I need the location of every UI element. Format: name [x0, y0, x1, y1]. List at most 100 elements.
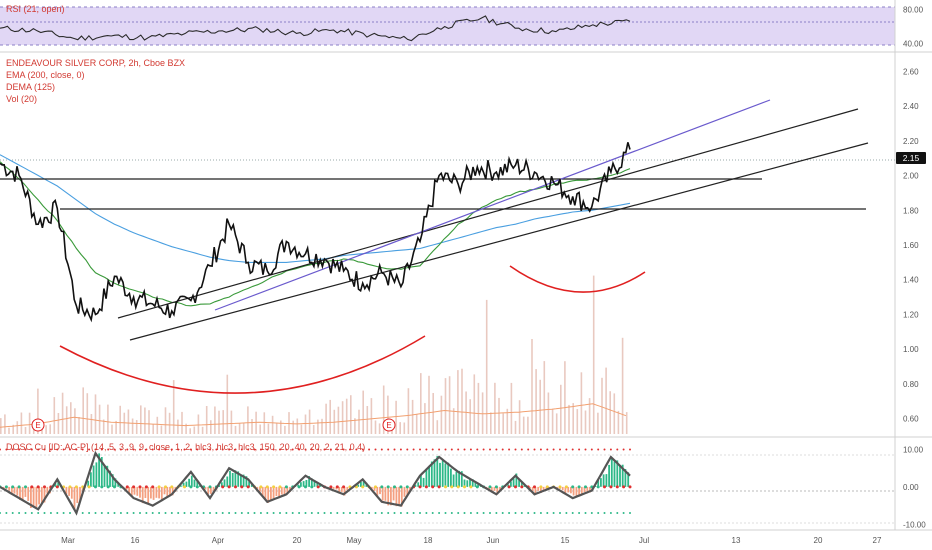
trendline-upper[interactable] — [117, 108, 859, 319]
osc-bound-dot — [107, 448, 110, 451]
volume-bar — [82, 387, 84, 434]
price-tick-label: 0.60 — [903, 415, 919, 424]
osc-bound-dot — [266, 448, 269, 451]
volume-bar — [395, 400, 397, 434]
volume-bars — [0, 275, 628, 434]
volume-bar — [119, 405, 121, 434]
osc-bound-dot — [597, 512, 600, 514]
osc-histogram-bar — [477, 483, 480, 487]
osc-bound-dot — [603, 448, 606, 451]
trendline-lower[interactable] — [129, 142, 869, 341]
volume-bar — [337, 406, 340, 434]
volume-bar — [238, 423, 241, 434]
osc-histogram-bar — [68, 486, 70, 496]
osc-histogram-bar — [400, 486, 403, 507]
osc-histogram-bar — [32, 486, 35, 507]
osc-bound-dot — [30, 448, 33, 451]
osc-histogram-bar — [458, 470, 460, 487]
osc-bound-dot — [119, 512, 122, 514]
osc-histogram-bar — [515, 473, 518, 487]
osc-bound-dot — [495, 448, 498, 451]
osc-bound-dot — [450, 448, 453, 451]
osc-histogram-bar — [357, 484, 360, 487]
osc-signal-dot — [272, 485, 276, 489]
osc-bound-dot — [317, 512, 320, 514]
osc-bound-dot — [49, 512, 52, 514]
osc-bound-dot — [374, 448, 377, 451]
osc-bound-dot — [514, 448, 517, 451]
osc-bound-dot — [94, 512, 97, 514]
osc-bound-dot — [119, 448, 122, 451]
osc-bound-dot — [18, 448, 21, 451]
osc-histogram-bar — [160, 486, 163, 500]
price-tick-label: 1.00 — [903, 345, 919, 354]
volume-bar — [123, 412, 126, 434]
osc-histogram-bar — [190, 475, 193, 487]
osc-bound-dot — [412, 512, 415, 514]
osc-bound-dot — [342, 448, 345, 451]
osc-signal-dot — [609, 485, 613, 489]
osc-histogram-bar — [621, 464, 624, 487]
chart-title: ENDEAVOUR SILVER CORP, 2h, Cboe BZX — [6, 58, 185, 68]
osc-histogram-bar — [237, 471, 240, 487]
time-axis-label: May — [346, 536, 361, 545]
price-tick-label: 0.80 — [903, 380, 919, 389]
volume-bar — [37, 388, 39, 434]
osc-histogram-bar — [218, 485, 220, 487]
osc-signal-dot — [208, 485, 212, 489]
earnings-marker[interactable]: E — [31, 418, 45, 432]
osc-bound-dot — [380, 512, 383, 514]
time-axis-label: 18 — [424, 536, 433, 545]
osc-bound-dot — [469, 448, 472, 451]
osc-histogram-bar — [335, 486, 338, 490]
osc-histogram-bar — [499, 486, 501, 490]
osc-bound-dot — [559, 512, 561, 514]
osc-histogram-bar — [38, 486, 40, 505]
rsi-panel[interactable]: RSI (21, open) 80.00 40.00 — [0, 4, 924, 49]
osc-signal-dot — [386, 485, 390, 489]
volume-bar — [584, 410, 587, 434]
osc-signal-dot — [43, 485, 46, 489]
osc-tick-label: 0.00 — [903, 483, 919, 492]
osc-histogram-bar — [518, 479, 520, 487]
osc-histogram-bar — [395, 486, 398, 507]
osc-histogram-bar — [338, 486, 340, 493]
osc-signal-dot — [106, 485, 110, 489]
osc-bound-dot — [177, 448, 180, 451]
osc-bound-dot — [336, 448, 339, 451]
rounded-bottom-arc-2[interactable] — [509, 265, 646, 293]
osc-histogram-bar — [43, 486, 46, 503]
osc-histogram-bar — [40, 486, 43, 504]
osc-bound-dot — [291, 448, 294, 451]
volume-bar — [325, 403, 327, 434]
price-badge[interactable]: 2.15 — [896, 152, 926, 164]
osc-bound-dot — [539, 448, 542, 451]
rounded-bottom-arc-1[interactable] — [59, 335, 426, 394]
osc-histogram-bar — [542, 486, 545, 492]
volume-bar — [473, 374, 476, 434]
osc-signal-dot — [100, 485, 104, 489]
osc-signal-dot — [189, 485, 193, 489]
price-panel[interactable]: E E ENDEAVOUR SILVER CORP, 2h, Cboe BZX … — [0, 58, 926, 434]
legend-ema: EMA (200, close, 0) — [6, 70, 85, 80]
osc-bound-dot — [438, 512, 441, 514]
osc-histogram-bar — [152, 486, 155, 500]
osc-histogram-bar — [469, 478, 471, 487]
volume-bar — [568, 404, 570, 434]
osc-signal-dot — [329, 485, 333, 489]
volume-bar — [57, 413, 60, 434]
osc-bound-dot — [177, 512, 180, 514]
osc-signal-dots — [0, 448, 632, 514]
osc-histogram-bar — [27, 486, 30, 501]
volume-bar — [448, 376, 451, 434]
trendline-channel-top[interactable] — [214, 99, 771, 311]
osc-histogram-bar — [343, 486, 346, 496]
osc-histogram-bar — [57, 479, 60, 487]
volume-bar — [403, 422, 406, 434]
oscillator-panel[interactable]: DOSC Cu [ID: AC-P] (14, 5, 3, 9, 9, clos… — [0, 442, 926, 529]
osc-bound-dot — [247, 448, 250, 451]
volume-bar — [152, 424, 154, 434]
osc-bound-dot — [514, 512, 517, 514]
earnings-marker[interactable]: E — [382, 418, 396, 432]
